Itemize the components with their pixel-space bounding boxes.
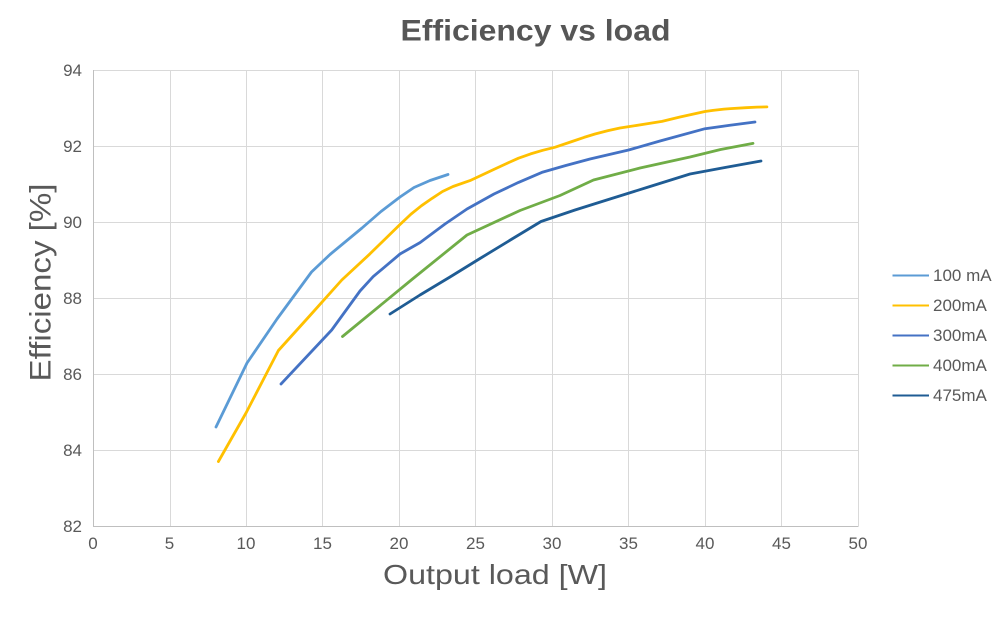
- svg-text:Efficiency [%]: Efficiency [%]: [25, 184, 58, 382]
- svg-text:20: 20: [390, 534, 409, 553]
- svg-text:5: 5: [165, 534, 174, 553]
- svg-text:35: 35: [619, 534, 638, 553]
- svg-text:30: 30: [543, 534, 562, 553]
- svg-text:90: 90: [63, 213, 82, 232]
- svg-text:0: 0: [88, 534, 97, 553]
- svg-text:84: 84: [63, 441, 82, 460]
- svg-text:Output load [W]: Output load [W]: [383, 559, 607, 590]
- svg-text:92: 92: [63, 137, 82, 156]
- svg-text:100 mA: 100 mA: [933, 266, 992, 285]
- svg-text:45: 45: [772, 534, 791, 553]
- svg-text:86: 86: [63, 365, 82, 384]
- svg-text:200mA: 200mA: [933, 296, 988, 315]
- svg-text:25: 25: [466, 534, 485, 553]
- svg-text:300mA: 300mA: [933, 326, 988, 345]
- svg-text:82: 82: [63, 517, 82, 536]
- svg-text:15: 15: [313, 534, 332, 553]
- svg-text:40: 40: [696, 534, 715, 553]
- svg-text:Efficiency vs load: Efficiency vs load: [401, 15, 671, 48]
- svg-text:94: 94: [63, 61, 82, 80]
- svg-text:50: 50: [849, 534, 868, 553]
- svg-text:475mA: 475mA: [933, 386, 988, 405]
- svg-text:88: 88: [63, 289, 82, 308]
- svg-text:10: 10: [237, 534, 256, 553]
- svg-text:400mA: 400mA: [933, 356, 988, 375]
